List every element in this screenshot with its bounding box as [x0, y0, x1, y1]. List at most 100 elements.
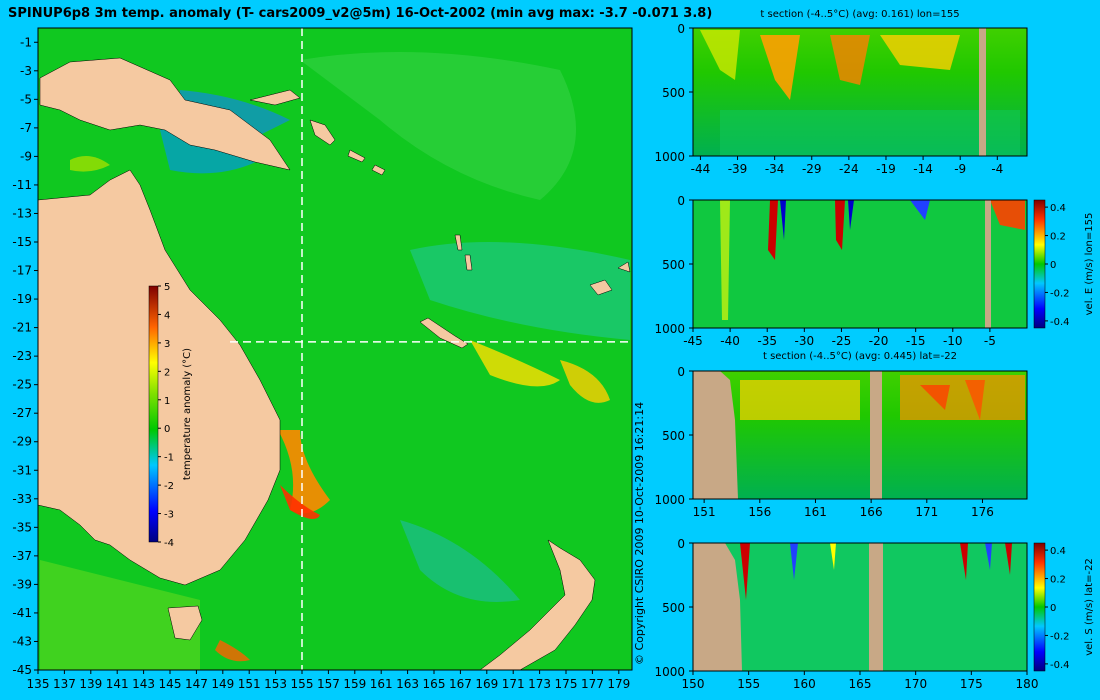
vel-s-section-panel: 150 155 160 165 170 175 180 0 500 1000 0.4 0.2 0 -0…: [654, 537, 1095, 691]
map-y-tick-label: -7: [20, 121, 32, 135]
t-section-lat-land-strip: [870, 371, 882, 499]
t-section-lon-title: t section (-4..5°C) (avg: 0.161) lon=155: [760, 9, 959, 20]
section-x-tick-label: 175: [960, 677, 983, 691]
vel-colorbar-tick-label: 0: [1050, 603, 1056, 614]
section-x-tick-label: -19: [876, 162, 896, 176]
vanuatu: [454, 234, 473, 271]
map-x-tick-label: 153: [264, 677, 287, 691]
vel-e-section-plot: [693, 200, 1027, 328]
section-x-tick-label: -25: [832, 334, 852, 348]
section-y-tick-label: 1000: [654, 322, 685, 336]
vel-colorbar-tick-label: 0.4: [1050, 203, 1066, 214]
map-colorbar-tick-label: -1: [164, 453, 174, 464]
section-x-tick-label: -9: [954, 162, 966, 176]
vel-e-section-x-ticks: -45 -40 -35 -30 -25 -20 -15 -10 -5: [683, 328, 996, 348]
map-y-tick-label: -5: [20, 92, 32, 106]
map-y-tick-label: -23: [12, 349, 32, 363]
map-y-tick-label: -41: [12, 606, 32, 620]
vel-s-section-y-ticks: 0 500 1000: [654, 537, 693, 679]
section-x-tick-label: 156: [748, 505, 771, 519]
section-x-tick-label: -24: [839, 162, 859, 176]
vel-s-section-land-strip: [869, 543, 883, 671]
map-x-tick-label: 151: [238, 677, 261, 691]
map-y-tick-label: -27: [12, 406, 32, 420]
map-x-ticks: 135 137 139 141 143 145 147 149 151 153 155 157 159 1…: [27, 670, 630, 691]
section-x-tick-label: -35: [757, 334, 777, 348]
map-colorbar-tick-label: 4: [164, 310, 170, 321]
section-y-tick-label: 0: [677, 194, 685, 208]
map-x-tick-label: 177: [581, 677, 604, 691]
vel-s-section-features: [740, 543, 1012, 600]
map-colorbar-tick-label: -2: [164, 481, 174, 492]
section-x-tick-label: -44: [691, 162, 711, 176]
vel-colorbar-tick-label: 0.2: [1050, 575, 1066, 586]
t-section-lon-panel: t section (-4..5°C) (avg: 0.161) lon=155…: [654, 9, 1028, 176]
map-y-tick-label: -13: [12, 206, 32, 220]
map-y-tick-label: -43: [12, 634, 32, 648]
t-section-lat-x-ticks: 151 156 161 166 171 176: [693, 499, 994, 519]
section-x-tick-label: -40: [720, 334, 740, 348]
map-x-tick-label: 157: [317, 677, 340, 691]
t-section-lat-land: [693, 371, 738, 499]
map-x-tick-label: 139: [79, 677, 102, 691]
map-x-tick-label: 175: [555, 677, 578, 691]
section-x-tick-label: -5: [984, 334, 996, 348]
copyright-text: © Copyright CSIRO 2009 10-Oct-2009 16:21…: [633, 402, 646, 665]
section-x-tick-label: -30: [795, 334, 815, 348]
t-section-lat-features: [740, 375, 1025, 420]
map-x-tick-label: 179: [607, 677, 630, 691]
vel-e-section-features: [720, 200, 1025, 320]
map-y-ticks: -1 -3 -5 -7 -9 -11 -13 -15 -17 -19 -21 -23 -25 -27 -29…: [12, 35, 38, 677]
map-y-tick-label: -29: [12, 435, 32, 449]
section-x-tick-label: 176: [971, 505, 994, 519]
section-x-tick-label: 155: [737, 677, 760, 691]
section-x-tick-label: -45: [683, 334, 703, 348]
map-y-tick-label: -39: [12, 577, 32, 591]
vel-e-colorbar-label: vel. E (m/s) lon=155: [1084, 213, 1095, 316]
section-y-tick-label: 500: [662, 601, 685, 615]
section-x-tick-label: 171: [915, 505, 938, 519]
map-y-tick-label: -35: [12, 520, 32, 534]
map-colorbar-tick-label: 2: [164, 367, 170, 378]
page-title: SPINUP6p8 3m temp. anomaly (T- cars2009_…: [8, 6, 712, 21]
vel-e-section-land: [985, 200, 991, 328]
vel-colorbar-tick-label: -0.4: [1050, 317, 1070, 328]
section-y-tick-label: 1000: [654, 493, 685, 507]
map-x-tick-label: 159: [343, 677, 366, 691]
map-y-tick-label: -17: [12, 264, 32, 278]
map-x-tick-label: 171: [502, 677, 525, 691]
map-colorbar-tick-label: 1: [164, 396, 170, 407]
new-britain: [249, 89, 301, 106]
map-x-tick-label: 145: [159, 677, 182, 691]
section-x-tick-label: -15: [906, 334, 926, 348]
t-section-lon-y-ticks: 0 500 1000: [654, 22, 693, 164]
section-x-tick-label: -34: [765, 162, 785, 176]
fiji: [589, 261, 631, 296]
vel-colorbar-tick-label: 0.4: [1050, 546, 1066, 557]
section-y-tick-label: 0: [677, 365, 685, 379]
vel-colorbar-tick-label: 0.2: [1050, 232, 1066, 243]
section-y-tick-label: 500: [662, 86, 685, 100]
map-x-tick-label: 149: [211, 677, 234, 691]
section-x-tick-label: 160: [793, 677, 816, 691]
vel-s-section-land: [693, 543, 742, 671]
map-x-tick-label: 147: [185, 677, 208, 691]
vel-s-colorbar-label: vel. S (m/s) lat=-22: [1084, 558, 1095, 656]
map-y-tick-label: -37: [12, 549, 32, 563]
t-section-lon-x-ticks: -44 -39 -34 -29 -24 -19 -14 -9 -4: [691, 156, 1003, 176]
section-x-tick-label: -29: [802, 162, 822, 176]
section-y-tick-label: 1000: [654, 150, 685, 164]
map-y-tick-label: -19: [12, 292, 32, 306]
section-x-tick-label: -39: [728, 162, 748, 176]
australia: [37, 169, 281, 586]
t-section-lon-features: [700, 30, 1020, 156]
section-y-tick-label: 500: [662, 429, 685, 443]
vel-colorbar-tick-label: 0: [1050, 260, 1056, 271]
map-x-tick-label: 135: [27, 677, 50, 691]
map-colorbar-tick-label: 3: [164, 339, 170, 350]
section-y-tick-label: 0: [677, 537, 685, 551]
map-x-tick-label: 169: [475, 677, 498, 691]
map-y-tick-label: -15: [12, 235, 32, 249]
